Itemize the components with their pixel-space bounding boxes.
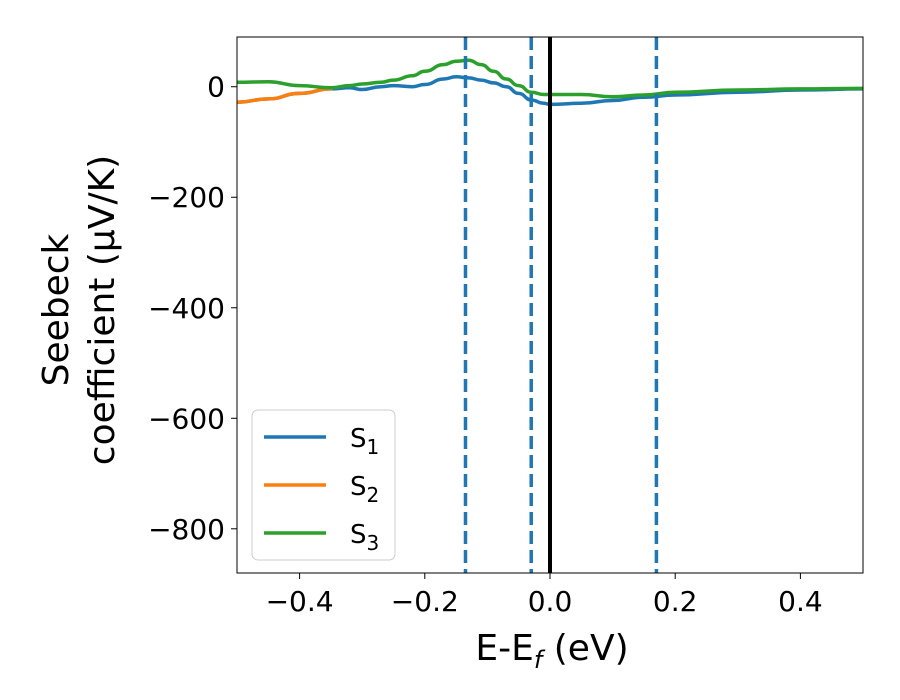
x-axis-title: E-Ef (eV) <box>475 628 628 674</box>
y-tick-label: −800 <box>148 513 225 546</box>
y-axis-title: Seebeck coefficient (μV/K) <box>36 155 123 465</box>
y-axis-title-line1: Seebeck <box>36 233 77 386</box>
svg-text:E-Ef (eV): E-Ef (eV) <box>475 628 628 674</box>
plot-frame <box>236 36 864 574</box>
x-tick-label: 0.0 <box>528 585 573 618</box>
legend: S1 S2 S3 <box>251 409 396 561</box>
x-axis-title-main: E-E <box>475 628 533 669</box>
plot-content <box>237 37 863 573</box>
series-line-S1 <box>237 75 863 107</box>
y-tick-label: −400 <box>148 292 225 325</box>
series-line-S3 <box>237 58 863 99</box>
y-axis-title-line2: coefficient (μV/K) <box>82 155 123 465</box>
y-tick-label: −600 <box>148 402 225 435</box>
y-tick-label: −200 <box>148 181 225 214</box>
legend-label-S2: S2 <box>350 472 379 507</box>
legend-label-S1: S1 <box>350 424 379 459</box>
x-tick-label: −0.2 <box>391 585 459 618</box>
legend-label-S3: S3 <box>350 520 379 555</box>
x-axis-title-unit: (eV) <box>542 628 628 669</box>
axis-ticks: −0.4 −0.2 0.0 0.2 0.4 0 −200 −400 −600 −800 <box>148 71 823 618</box>
series-line-S2 <box>237 87 333 104</box>
x-tick-label: 0.4 <box>778 585 823 618</box>
x-tick-label: 0.2 <box>653 585 698 618</box>
y-tick-label: 0 <box>207 71 225 104</box>
x-tick-label: −0.4 <box>266 585 334 618</box>
